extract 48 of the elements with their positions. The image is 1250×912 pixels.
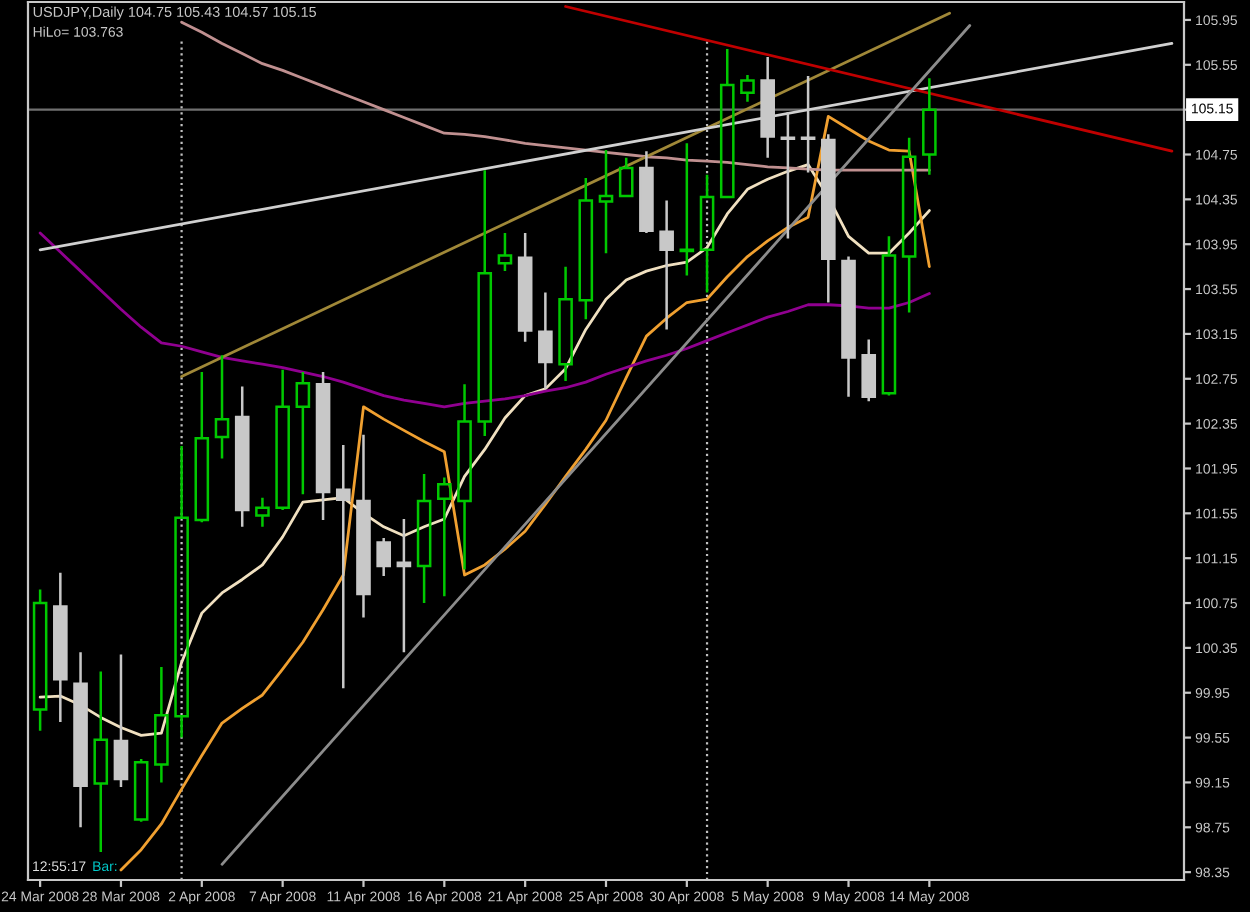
candlestick: [922, 77, 937, 176]
candlestick: [437, 476, 452, 598]
candlestick: [457, 383, 472, 571]
candlestick: [760, 55, 775, 160]
candlestick: [477, 168, 493, 438]
candlestick: [396, 517, 412, 654]
candlestick: [901, 136, 917, 314]
line-series: [180, 20, 931, 172]
candlestick: [881, 235, 897, 397]
candlestick: [719, 47, 735, 200]
candlestick: [275, 368, 290, 512]
candlestick: [517, 231, 533, 344]
candlestick: [598, 148, 614, 255]
candlestick: [497, 231, 513, 273]
candlestick: [820, 133, 836, 304]
candlestick: [699, 173, 715, 294]
candlestick: [335, 443, 351, 690]
candlestick: [740, 73, 755, 104]
candlestick: [194, 370, 210, 524]
candlestick: [558, 265, 573, 383]
line-series: [119, 114, 931, 872]
candlestick: [73, 651, 88, 829]
candlestick: [255, 496, 270, 529]
candlestick: [679, 142, 695, 277]
candlestick: [639, 149, 654, 235]
candlestick: [133, 757, 149, 823]
candlestick: [780, 110, 796, 240]
line-series: [38, 231, 931, 409]
candlestick: [376, 536, 392, 578]
candlestick: [618, 156, 634, 199]
candlestick: [861, 338, 877, 403]
candlestick: [93, 670, 109, 854]
candlestick: [416, 472, 432, 605]
candlestick: [578, 176, 594, 321]
candlestick: [841, 255, 856, 398]
candlestick: [154, 665, 169, 784]
candlestick: [659, 199, 674, 331]
candlestick: [800, 74, 816, 174]
candlestick: [113, 653, 129, 789]
candlestick: [53, 571, 68, 724]
candlestick: [315, 370, 331, 522]
candlestick: [32, 588, 48, 733]
candlestick: [214, 353, 230, 460]
line-series: [38, 163, 931, 737]
candlestick: [295, 370, 311, 496]
candlestick: [234, 385, 250, 529]
candlestick: [356, 433, 371, 619]
candlestick: [538, 291, 553, 391]
